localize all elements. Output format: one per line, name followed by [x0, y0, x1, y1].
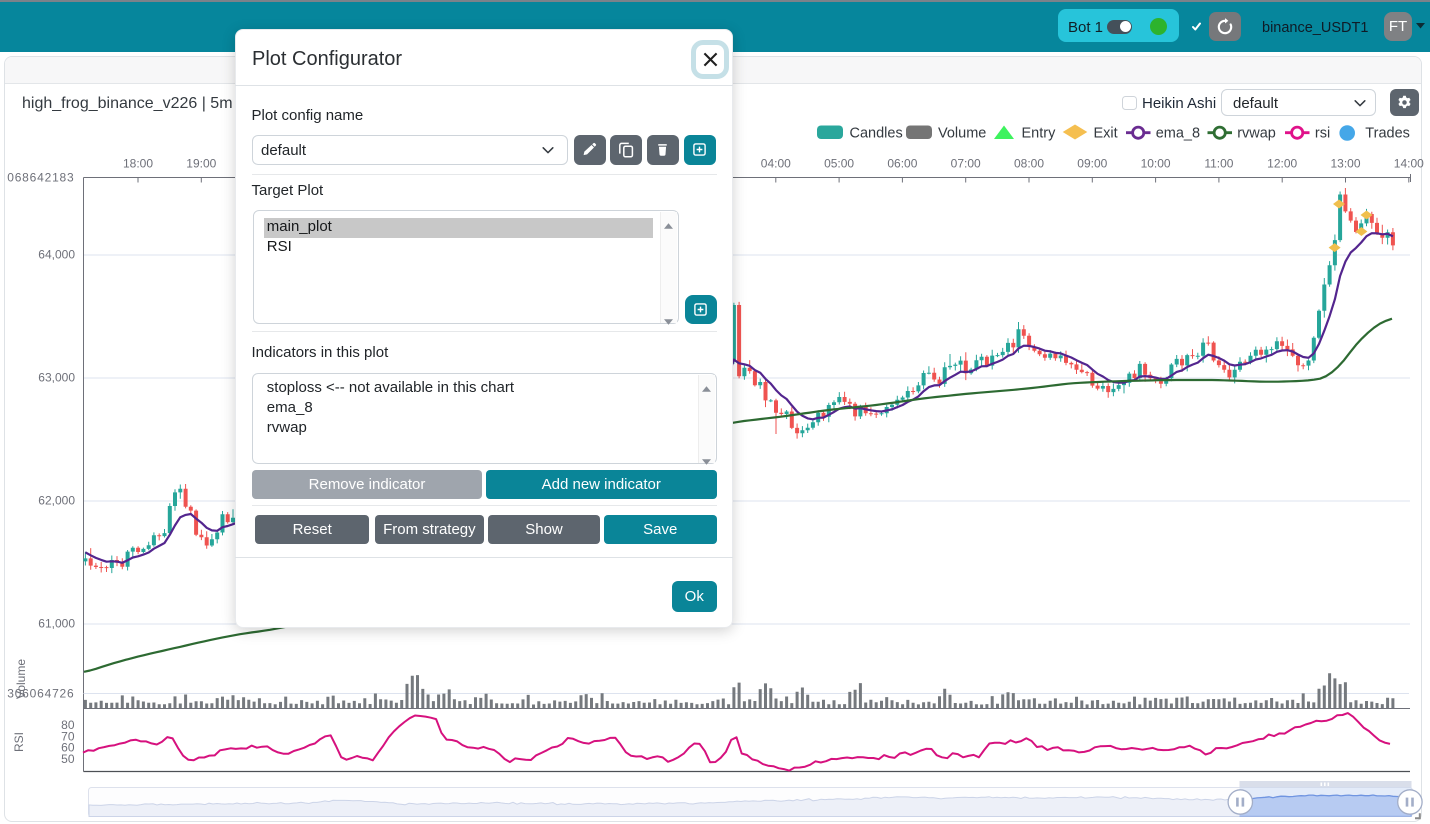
- svg-text:068642183: 068642183: [7, 171, 74, 185]
- svg-text:Trades: Trades: [1365, 126, 1410, 142]
- svg-text:50: 50: [61, 752, 75, 766]
- svg-text:61,000: 61,000: [38, 617, 75, 631]
- svg-text:Exit: Exit: [1094, 126, 1118, 142]
- svg-text:04:00: 04:00: [761, 157, 791, 171]
- svg-text:19:00: 19:00: [186, 157, 216, 171]
- svg-text:14:00: 14:00: [1394, 157, 1424, 171]
- svg-text:18:00: 18:00: [123, 157, 153, 171]
- svg-text:13:00: 13:00: [1330, 157, 1360, 171]
- svg-text:Volume: Volume: [938, 126, 986, 142]
- svg-text:rvwap: rvwap: [1237, 126, 1276, 142]
- svg-text:306064726: 306064726: [7, 687, 74, 701]
- svg-text:63,000: 63,000: [38, 371, 75, 385]
- svg-text:60: 60: [61, 741, 75, 755]
- svg-text:ema_8: ema_8: [1156, 126, 1200, 142]
- svg-text:Entry: Entry: [1022, 126, 1057, 142]
- svg-text:RSI: RSI: [12, 732, 26, 752]
- svg-text:09:00: 09:00: [1077, 157, 1107, 171]
- svg-text:Volume: Volume: [14, 659, 28, 699]
- svg-text:08:00: 08:00: [1014, 157, 1044, 171]
- svg-text:Candles: Candles: [850, 126, 903, 142]
- svg-text:05:00: 05:00: [824, 157, 854, 171]
- svg-text:62,000: 62,000: [38, 494, 75, 508]
- svg-text:64,000: 64,000: [38, 248, 75, 262]
- svg-text:06:00: 06:00: [887, 157, 917, 171]
- svg-text:07:00: 07:00: [951, 157, 981, 171]
- svg-text:70: 70: [61, 729, 75, 743]
- svg-text:80: 80: [61, 718, 75, 732]
- svg-text:rsi: rsi: [1315, 126, 1330, 142]
- svg-text:11:00: 11:00: [1204, 157, 1233, 171]
- svg-text:12:00: 12:00: [1267, 157, 1297, 171]
- svg-text:10:00: 10:00: [1141, 157, 1171, 171]
